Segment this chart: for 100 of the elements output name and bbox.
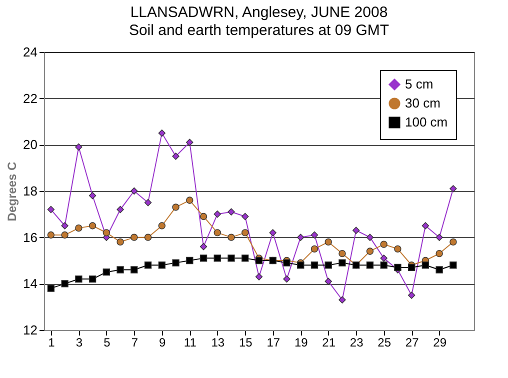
point bbox=[88, 192, 96, 200]
y-tick-label: 12 bbox=[23, 322, 38, 338]
point bbox=[450, 262, 457, 269]
point bbox=[61, 231, 68, 239]
point bbox=[200, 254, 208, 262]
point bbox=[172, 204, 180, 211]
point bbox=[283, 259, 290, 266]
point bbox=[297, 234, 304, 241]
point bbox=[297, 262, 304, 269]
point bbox=[436, 250, 443, 258]
point bbox=[130, 266, 138, 274]
point bbox=[338, 250, 346, 258]
point bbox=[338, 259, 346, 266]
point bbox=[255, 273, 263, 280]
point bbox=[102, 268, 110, 276]
point bbox=[102, 229, 110, 236]
point bbox=[366, 234, 374, 241]
y-tick-label: 22 bbox=[23, 90, 38, 106]
point bbox=[116, 238, 124, 246]
y-axis-title: Degrees C bbox=[5, 161, 20, 222]
point bbox=[436, 234, 443, 241]
point bbox=[380, 254, 388, 262]
x-tick-label: 1 bbox=[48, 336, 56, 350]
point bbox=[186, 256, 194, 264]
point bbox=[269, 229, 276, 236]
point bbox=[394, 245, 402, 252]
point bbox=[324, 262, 332, 269]
chart-subtitle: Soil and earth temperatures at 09 GMT bbox=[128, 22, 390, 39]
point bbox=[186, 138, 194, 146]
point bbox=[310, 262, 318, 269]
legend-label: 5 cm bbox=[405, 76, 434, 92]
point bbox=[408, 264, 416, 272]
x-tick-label: 5 bbox=[104, 336, 111, 350]
x-tick-label: 19 bbox=[294, 336, 308, 350]
point bbox=[436, 266, 443, 274]
point bbox=[47, 231, 55, 239]
point bbox=[380, 262, 388, 269]
point bbox=[47, 206, 55, 214]
point bbox=[228, 234, 235, 241]
point bbox=[75, 224, 82, 232]
x-tick-label: 15 bbox=[238, 336, 253, 350]
x-tick-label: 7 bbox=[131, 336, 138, 350]
x-tick-label: 3 bbox=[76, 336, 83, 350]
x-tick-label: 25 bbox=[378, 336, 392, 350]
point bbox=[242, 212, 249, 220]
point bbox=[380, 240, 388, 248]
point bbox=[228, 254, 235, 262]
point bbox=[366, 262, 374, 269]
point bbox=[352, 226, 360, 234]
x-tick-label: 17 bbox=[266, 336, 280, 350]
x-tick-label: 9 bbox=[159, 336, 166, 350]
point bbox=[255, 256, 263, 264]
point bbox=[130, 234, 138, 241]
point bbox=[144, 198, 152, 206]
point bbox=[422, 222, 430, 230]
point bbox=[338, 296, 346, 304]
y-tick-label: 18 bbox=[23, 184, 38, 198]
point bbox=[75, 143, 82, 151]
x-tick-label: 13 bbox=[211, 336, 225, 350]
point bbox=[88, 275, 96, 283]
y-tick-label: 16 bbox=[23, 230, 38, 245]
point bbox=[214, 229, 221, 236]
chart-title: LLANSADWRN, Anglesey, JUNE 2008 bbox=[130, 4, 388, 21]
point bbox=[144, 234, 152, 241]
y-tick-label: 24 bbox=[23, 44, 38, 60]
point bbox=[283, 275, 290, 283]
y-tick-label: 20 bbox=[23, 137, 38, 152]
point bbox=[116, 206, 124, 214]
point bbox=[450, 238, 457, 246]
y-tick-label: 14 bbox=[23, 276, 38, 292]
point bbox=[228, 208, 235, 216]
point bbox=[242, 229, 249, 236]
point bbox=[172, 259, 180, 266]
point bbox=[47, 284, 55, 292]
point bbox=[144, 262, 152, 269]
point bbox=[422, 262, 430, 269]
point bbox=[310, 231, 318, 239]
point bbox=[200, 243, 208, 250]
point bbox=[366, 248, 374, 255]
point bbox=[186, 196, 194, 204]
point bbox=[450, 185, 457, 192]
point bbox=[75, 275, 82, 283]
point bbox=[214, 210, 221, 218]
legend-label: 30 cm bbox=[405, 96, 440, 110]
point bbox=[88, 222, 96, 230]
point bbox=[324, 278, 332, 285]
point bbox=[158, 262, 166, 269]
legend-label: 100 cm bbox=[405, 114, 448, 130]
x-tick-label: 27 bbox=[405, 336, 420, 350]
point bbox=[214, 254, 221, 262]
point bbox=[408, 292, 416, 299]
point bbox=[172, 152, 180, 160]
point bbox=[158, 222, 166, 230]
x-tick-label: 21 bbox=[322, 336, 336, 350]
point bbox=[242, 254, 249, 262]
point bbox=[61, 222, 68, 230]
point bbox=[200, 212, 208, 220]
point bbox=[61, 280, 68, 288]
x-tick-label: 11 bbox=[184, 336, 197, 350]
point bbox=[310, 245, 318, 252]
